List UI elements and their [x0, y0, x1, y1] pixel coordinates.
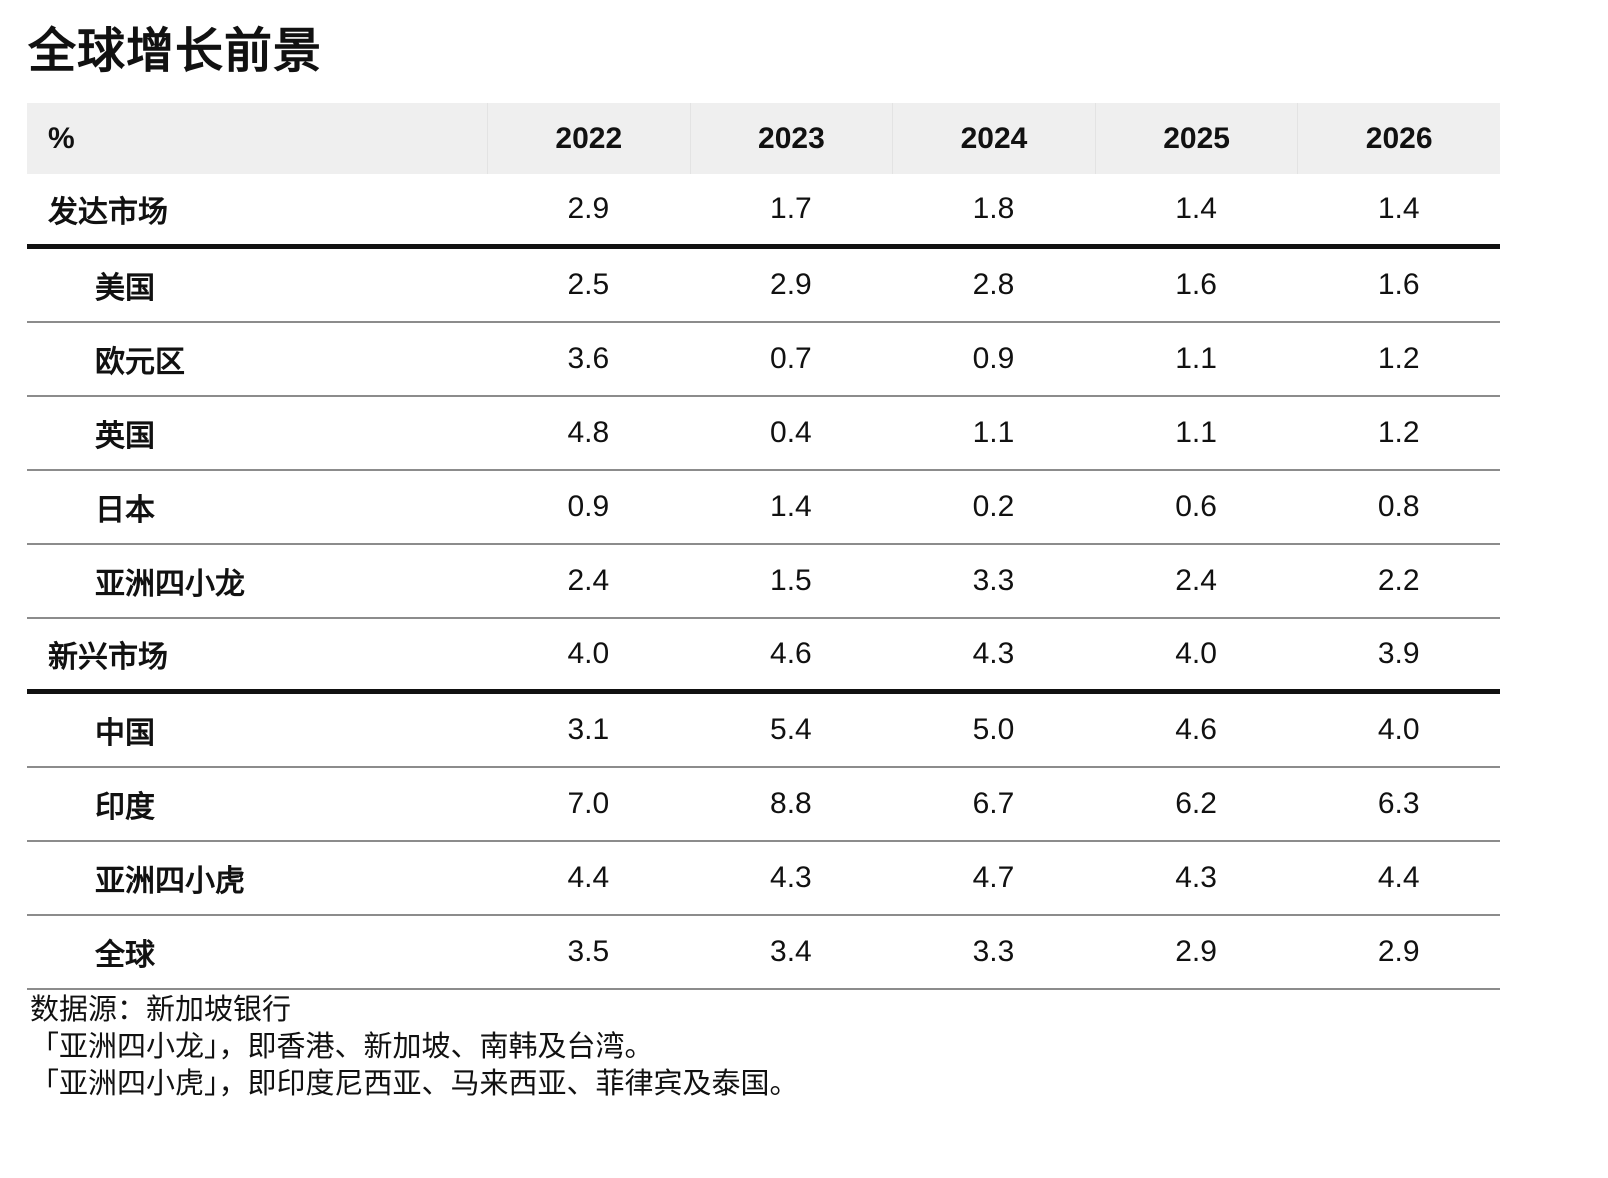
value-cell: 4.0	[1175, 637, 1217, 670]
table-row: 英国 4.8 0.4 1.1 1.1 1.2	[27, 397, 1500, 471]
row-label: 亚洲四小虎	[95, 865, 245, 898]
value-cell: 4.0	[1377, 713, 1420, 746]
page-title: 全球增长前景	[28, 25, 323, 78]
table-row: 日本 0.9 1.4 0.2 0.6 0.8	[27, 471, 1500, 545]
table-header-row: % 2022 2023 2024 2025 2026	[27, 103, 1500, 174]
value-cell: 2.9	[1175, 935, 1217, 968]
table-row: 印度 7.0 8.8 6.7 6.2 6.3	[27, 768, 1500, 842]
column-header: 2023	[689, 103, 893, 174]
value-cell: 4.7	[972, 861, 1015, 894]
row-label: 全球	[95, 939, 155, 972]
value-cell: 2.9	[567, 192, 610, 225]
row-label: 欧元区	[95, 346, 185, 379]
table-row: 中国 3.1 5.4 5.0 4.6 4.0	[27, 694, 1500, 768]
growth-table: % 2022 2023 2024 2025 2026 发达市场 2.9 1.7 1.8…	[27, 103, 1500, 990]
value-cell: 5.4	[770, 713, 812, 746]
footnote: 「亚洲四小龙」，即香港、新加坡、南韩及台湾。	[30, 1031, 654, 1063]
group-label: 新兴市场	[48, 641, 168, 674]
column-header: 2025	[1094, 103, 1298, 174]
table-body: 发达市场 2.9 1.7 1.8 1.4 1.4 美国 2.5 2.9 2.8 1.6 1.6 欧元区 3…	[27, 174, 1500, 990]
value-cell: 1.1	[1175, 342, 1217, 375]
column-header: 2022	[487, 103, 690, 174]
value-cell: 6.3	[1377, 787, 1420, 820]
row-label: 美国	[95, 272, 155, 305]
value-cell: 1.6	[1377, 268, 1420, 301]
column-header: 2026	[1297, 103, 1500, 174]
table-group-row: 新兴市场 4.0 4.6 4.3 4.0 3.9	[27, 619, 1500, 694]
value-cell: 5.0	[972, 713, 1015, 746]
value-cell: 3.3	[972, 935, 1015, 968]
value-cell: 2.8	[972, 268, 1015, 301]
column-header: 2024	[892, 103, 1095, 174]
value-cell: 6.2	[1175, 787, 1217, 820]
value-cell: 0.8	[1377, 490, 1420, 523]
value-cell: 1.5	[770, 564, 812, 597]
value-cell: 1.4	[1175, 192, 1217, 225]
value-cell: 4.6	[770, 637, 812, 670]
row-label: 英国	[95, 420, 155, 453]
table-row: 欧元区 3.6 0.7 0.9 1.1 1.2	[27, 323, 1500, 397]
value-cell: 1.4	[1377, 192, 1420, 225]
source-note: 数据源：新加坡银行	[30, 994, 292, 1026]
value-cell: 1.6	[1175, 268, 1217, 301]
footnotes: 数据源：新加坡银行 「亚洲四小龙」，即香港、新加坡、南韩及台湾。 「亚洲四小虎」…	[30, 992, 799, 1103]
unit-header: %	[48, 121, 75, 155]
row-label: 日本	[95, 494, 155, 527]
value-cell: 1.2	[1377, 416, 1420, 449]
table-row: 全球 3.5 3.4 3.3 2.9 2.9	[27, 916, 1500, 990]
value-cell: 4.3	[972, 637, 1015, 670]
table-row: 亚洲四小龙 2.4 1.5 3.3 2.4 2.2	[27, 545, 1500, 619]
table-group-row: 发达市场 2.9 1.7 1.8 1.4 1.4	[27, 174, 1500, 249]
value-cell: 3.6	[567, 342, 610, 375]
value-cell: 3.4	[770, 935, 812, 968]
value-cell: 1.4	[770, 490, 812, 523]
value-cell: 7.0	[567, 787, 610, 820]
value-cell: 0.2	[972, 490, 1015, 523]
value-cell: 4.3	[1175, 861, 1217, 894]
value-cell: 0.9	[567, 490, 610, 523]
value-cell: 6.7	[972, 787, 1015, 820]
value-cell: 2.5	[567, 268, 610, 301]
value-cell: 4.0	[567, 637, 610, 670]
value-cell: 2.9	[770, 268, 812, 301]
value-cell: 2.9	[1377, 935, 1420, 968]
row-label: 印度	[95, 791, 155, 824]
value-cell: 0.7	[770, 342, 812, 375]
value-cell: 4.4	[1377, 861, 1420, 894]
value-cell: 2.2	[1377, 564, 1420, 597]
value-cell: 1.8	[972, 192, 1015, 225]
value-cell: 3.1	[567, 713, 610, 746]
value-cell: 2.4	[1175, 564, 1217, 597]
value-cell: 1.7	[770, 192, 812, 225]
row-label: 亚洲四小龙	[95, 568, 245, 601]
value-cell: 4.4	[567, 861, 610, 894]
value-cell: 8.8	[770, 787, 812, 820]
value-cell: 1.2	[1377, 342, 1420, 375]
footnote: 「亚洲四小虎」，即印度尼西亚、马来西亚、菲律宾及泰国。	[30, 1068, 799, 1100]
value-cell: 2.4	[567, 564, 610, 597]
group-label: 发达市场	[48, 196, 168, 229]
value-cell: 3.5	[567, 935, 610, 968]
value-cell: 0.9	[972, 342, 1015, 375]
row-label: 中国	[95, 717, 155, 750]
value-cell: 0.4	[770, 416, 812, 449]
value-cell: 3.9	[1377, 637, 1420, 670]
value-cell: 1.1	[1175, 416, 1217, 449]
value-cell: 4.6	[1175, 713, 1217, 746]
value-cell: 0.6	[1175, 490, 1217, 523]
value-cell: 1.1	[972, 416, 1015, 449]
table-row: 美国 2.5 2.9 2.8 1.6 1.6	[27, 249, 1500, 323]
table-row: 亚洲四小虎 4.4 4.3 4.7 4.3 4.4	[27, 842, 1500, 916]
value-cell: 3.3	[972, 564, 1015, 597]
value-cell: 4.8	[567, 416, 610, 449]
value-cell: 4.3	[770, 861, 812, 894]
